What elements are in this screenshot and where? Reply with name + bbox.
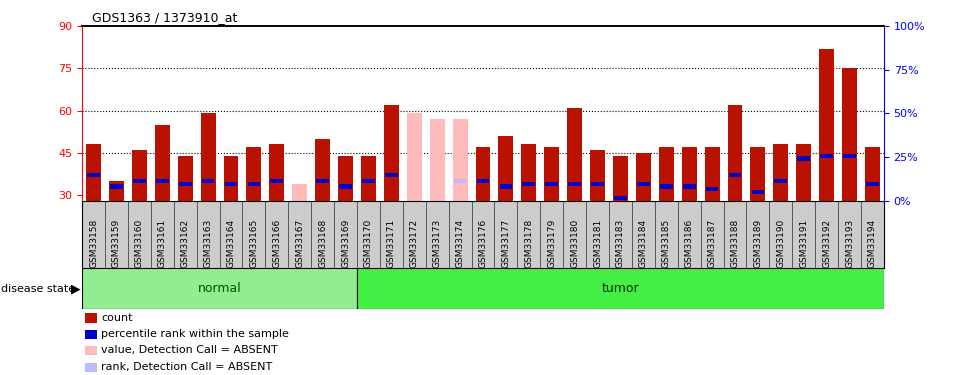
Bar: [246, 147, 262, 201]
Bar: [819, 49, 834, 201]
Bar: [85, 330, 97, 339]
Text: ▶: ▶: [71, 282, 80, 295]
Text: normal: normal: [198, 282, 242, 295]
Bar: [338, 156, 353, 201]
Bar: [842, 68, 857, 201]
Bar: [865, 147, 880, 201]
Bar: [522, 144, 536, 201]
Bar: [567, 108, 582, 201]
Bar: [454, 179, 467, 183]
Bar: [133, 179, 146, 183]
Bar: [225, 182, 238, 186]
Bar: [179, 182, 191, 186]
Bar: [867, 182, 879, 186]
Bar: [774, 144, 788, 201]
Bar: [704, 147, 720, 201]
Bar: [637, 182, 650, 186]
Text: rank, Detection Call = ABSENT: rank, Detection Call = ABSENT: [101, 362, 272, 372]
Bar: [109, 181, 124, 201]
Bar: [361, 156, 376, 201]
Bar: [87, 173, 99, 177]
Bar: [132, 150, 147, 201]
Bar: [590, 150, 605, 201]
Bar: [682, 147, 696, 201]
Bar: [683, 184, 696, 189]
Bar: [453, 119, 468, 201]
Bar: [523, 182, 535, 186]
Bar: [591, 182, 604, 186]
Bar: [614, 196, 627, 200]
Bar: [201, 113, 215, 201]
Bar: [430, 119, 444, 201]
Bar: [568, 182, 581, 186]
Bar: [613, 156, 628, 201]
Bar: [155, 124, 170, 201]
Bar: [796, 144, 811, 201]
Bar: [797, 156, 810, 160]
Bar: [498, 136, 513, 201]
Text: value, Detection Call = ABSENT: value, Detection Call = ABSENT: [101, 345, 278, 355]
Bar: [384, 105, 399, 201]
Bar: [660, 184, 672, 189]
Text: count: count: [101, 313, 133, 322]
Bar: [636, 153, 651, 201]
Bar: [86, 144, 101, 201]
Bar: [293, 184, 307, 201]
Text: disease state: disease state: [1, 284, 75, 294]
Bar: [270, 179, 283, 183]
Bar: [752, 190, 764, 194]
Bar: [357, 268, 884, 309]
Bar: [85, 314, 97, 322]
Text: tumor: tumor: [602, 282, 639, 295]
Bar: [315, 139, 330, 201]
Bar: [475, 147, 491, 201]
Bar: [362, 179, 375, 183]
Bar: [85, 346, 97, 355]
Bar: [270, 144, 284, 201]
Bar: [339, 184, 352, 189]
Bar: [820, 153, 833, 158]
Bar: [316, 179, 329, 183]
Bar: [223, 156, 239, 201]
Bar: [843, 153, 856, 158]
Bar: [751, 147, 765, 201]
Bar: [202, 179, 214, 183]
Bar: [728, 173, 741, 177]
Bar: [659, 147, 673, 201]
Bar: [727, 105, 743, 201]
Bar: [178, 156, 192, 201]
Bar: [499, 184, 512, 189]
Bar: [85, 363, 97, 372]
Bar: [544, 147, 559, 201]
Bar: [706, 187, 719, 192]
Bar: [247, 182, 260, 186]
Bar: [407, 113, 422, 201]
Bar: [385, 173, 398, 177]
Bar: [110, 184, 123, 189]
Bar: [476, 179, 490, 183]
Bar: [82, 268, 357, 309]
Text: GDS1363 / 1373910_at: GDS1363 / 1373910_at: [92, 11, 237, 24]
Text: percentile rank within the sample: percentile rank within the sample: [101, 329, 289, 339]
Bar: [156, 179, 169, 183]
Bar: [775, 179, 787, 183]
Bar: [546, 182, 558, 186]
